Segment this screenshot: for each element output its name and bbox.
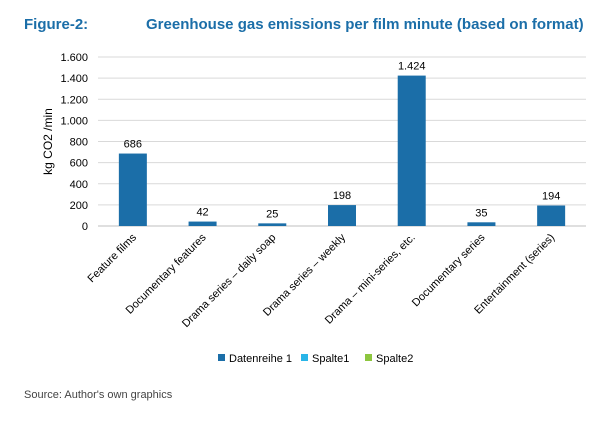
- bar: [258, 223, 287, 226]
- x-tick-label: Entertainment (series): [472, 232, 557, 317]
- y-tick-label: 200: [70, 200, 88, 212]
- legend-label: Spalte2: [376, 353, 413, 365]
- legend-label: Spalte1: [312, 353, 349, 365]
- figure-label: Figure-2:: [24, 16, 89, 33]
- y-axis-label: kg CO2 /min: [41, 108, 55, 175]
- data-label: 198: [333, 190, 351, 202]
- bar: [328, 205, 356, 226]
- x-tick-label: Documentary features: [124, 231, 209, 316]
- data-label: 1.424: [398, 61, 426, 73]
- data-label: 35: [475, 207, 487, 219]
- y-tick-label: 800: [70, 137, 88, 149]
- bar-chart: 0 200 400 600 800 1.000 1.200 1.400 1.600 kg CO2 …: [41, 52, 586, 365]
- y-tick-label: 0: [82, 221, 88, 233]
- legend-swatch: [301, 354, 308, 361]
- data-label: 25: [266, 208, 278, 220]
- legend-swatch: [218, 354, 225, 361]
- bar: [467, 222, 496, 226]
- x-tick-label: Feature films: [86, 231, 140, 285]
- y-tick-label: 600: [70, 158, 88, 170]
- y-tick-label: 1.600: [60, 52, 88, 64]
- y-tick-label: 400: [70, 179, 88, 191]
- data-label: 42: [196, 207, 208, 219]
- data-label: 686: [124, 139, 142, 151]
- y-tick-label: 1.200: [60, 94, 88, 106]
- bar: [537, 205, 566, 226]
- y-tick-label: 1.400: [60, 73, 88, 85]
- x-tick-label: Documentary series: [410, 231, 488, 309]
- bar: [118, 153, 147, 226]
- bar: [397, 75, 426, 226]
- legend-swatch: [365, 354, 372, 361]
- bar: [188, 221, 217, 226]
- data-label: 194: [542, 191, 560, 203]
- legend-label: Datenreihe 1: [229, 353, 292, 365]
- source-note: Source: Author's own graphics: [24, 389, 173, 401]
- y-tick-label: 1.000: [60, 115, 88, 127]
- chart-title: Greenhouse gas emissions per film minute…: [146, 16, 584, 33]
